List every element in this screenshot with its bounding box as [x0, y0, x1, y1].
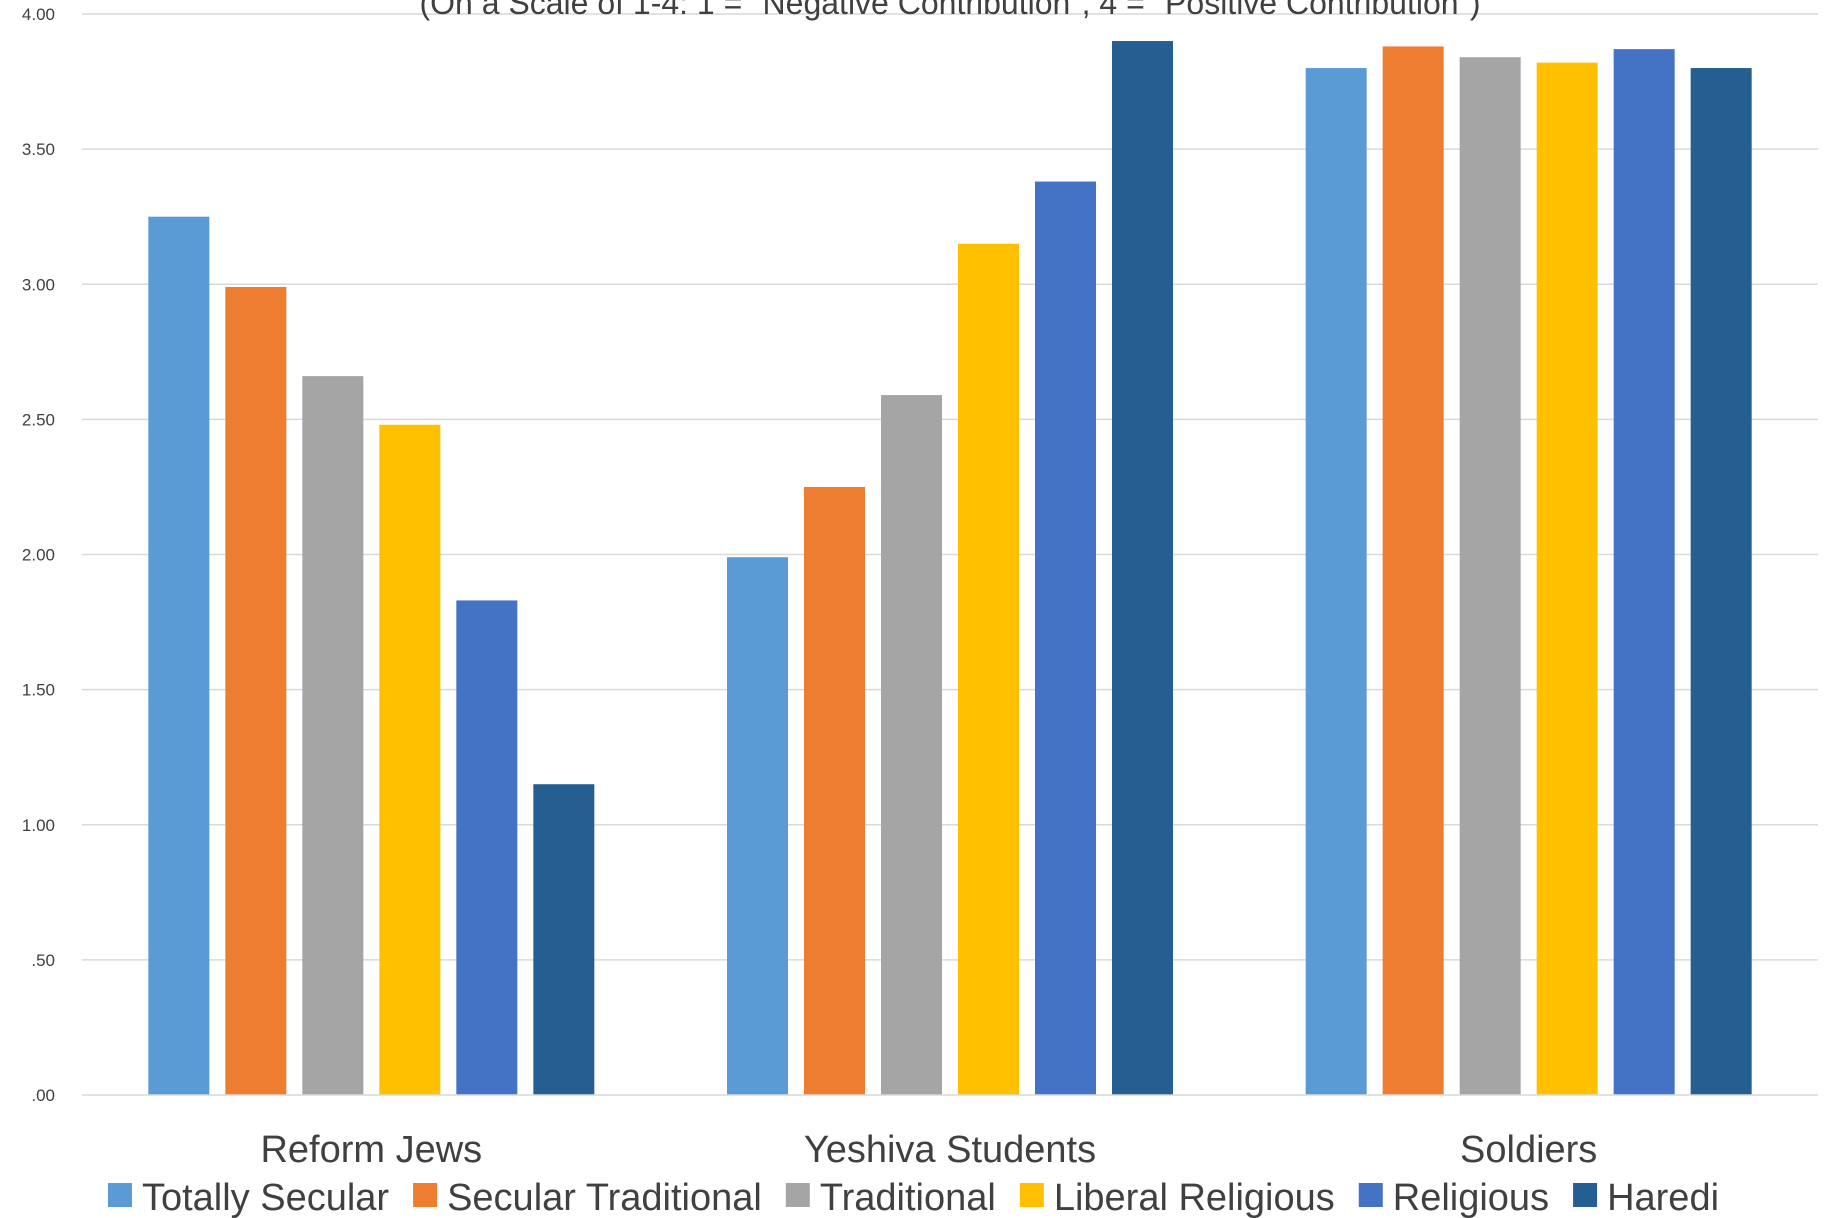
legend-item: Secular Traditional — [413, 1177, 762, 1218]
legend-label: Traditional — [820, 1177, 996, 1218]
y-tick-label: 4.00 — [22, 5, 55, 24]
y-tick-label: 1.00 — [22, 816, 55, 835]
y-axis-ticks: .00 .50 1.00 1.50 2.00 2.50 3.00 3.50 4.00 — [22, 5, 55, 1105]
legend-label: Secular Traditional — [447, 1177, 762, 1218]
legend-label: Liberal Religious — [1054, 1177, 1335, 1218]
bar-liberal-religious — [958, 243, 1019, 1095]
legend-swatch — [785, 1183, 810, 1207]
bar-liberal-religious — [379, 424, 441, 1095]
bar-totally-secular — [727, 557, 788, 1095]
bar-traditional — [1459, 57, 1521, 1096]
bars — [148, 41, 1752, 1096]
bar-religious — [1613, 49, 1675, 1096]
y-tick-label: .00 — [31, 1086, 55, 1105]
y-tick-label: 3.50 — [22, 140, 55, 159]
y-tick-label: 2.00 — [22, 546, 55, 565]
legend-swatch — [107, 1183, 132, 1207]
bar-haredi — [1112, 41, 1173, 1095]
bar-totally-secular — [148, 216, 210, 1095]
legend-label: Religious — [1393, 1177, 1549, 1218]
legend-label: Totally Secular — [142, 1177, 389, 1218]
y-tick-label: 3.00 — [22, 275, 55, 294]
legend-label: Haredi — [1607, 1177, 1719, 1218]
bar-totally-secular — [1305, 68, 1367, 1095]
legend-swatch — [1358, 1183, 1383, 1207]
bar-liberal-religious — [1536, 62, 1598, 1095]
bar-religious — [1035, 181, 1096, 1095]
legend-item: Liberal Religious — [1019, 1177, 1335, 1218]
legend-item: Totally Secular — [107, 1177, 389, 1218]
bar-secular-traditional — [804, 486, 865, 1095]
bar-traditional — [881, 395, 942, 1095]
bar-religious — [456, 600, 518, 1095]
legend-item: Religious — [1358, 1177, 1549, 1218]
legend-swatch — [413, 1183, 438, 1207]
category-label: Reform Jews — [260, 1129, 482, 1171]
bar-secular-traditional — [1382, 46, 1444, 1095]
category-labels: Reform Jews Yeshiva Students Soldiers — [260, 1129, 1597, 1171]
category-label: Yeshiva Students — [804, 1129, 1096, 1171]
bar-haredi — [533, 784, 595, 1095]
y-tick-label: .50 — [31, 951, 55, 970]
category-label: Soldiers — [1460, 1129, 1597, 1171]
y-tick-label: 1.50 — [22, 681, 55, 700]
legend-swatch — [1019, 1183, 1044, 1207]
bar-haredi — [1690, 68, 1752, 1095]
legend: Totally Secular Secular Traditional Tradit… — [107, 1177, 1719, 1218]
bar-secular-traditional — [225, 286, 287, 1095]
gridlines — [82, 13, 1818, 961]
chart-subtitle: (On a Scale of 1-4: 1 = "Negative Contri… — [419, 0, 1480, 21]
y-tick-label: 2.50 — [22, 410, 55, 429]
legend-swatch — [1573, 1183, 1598, 1207]
legend-item: Traditional — [785, 1177, 996, 1218]
legend-item: Haredi — [1573, 1177, 1719, 1218]
bar-traditional — [302, 376, 364, 1095]
